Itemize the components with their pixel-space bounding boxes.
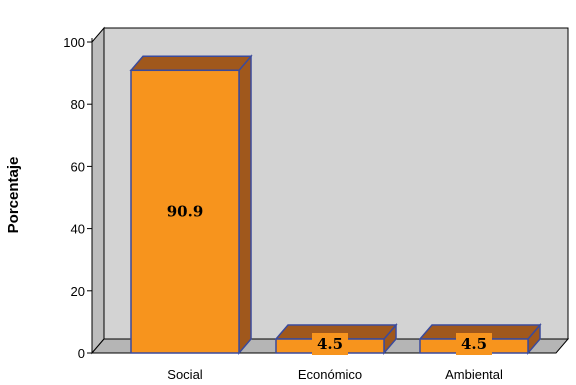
data-label-box [456,333,492,355]
y-tick-label: 0 [78,346,85,361]
bar-top-face [129,55,253,72]
bar-front-face [130,69,240,354]
x-category-label: Ambiental [445,367,503,382]
y-tick-label: 100 [63,35,85,50]
y-axis-label: Porcentaje [5,157,22,234]
bar-econmico: 4.5 [274,322,398,356]
bar-ambiental: 4.5 [418,322,542,356]
y-tick-label: 80 [71,97,85,112]
x-category-label: Social [167,367,203,382]
x-category-label: Económico [298,367,362,382]
y-tick-label: 40 [71,222,85,237]
plot-side-wall [91,26,105,355]
y-axis: 0 20 40 60 80 100 [63,35,93,361]
data-label: 4.5 [317,335,343,353]
y-tick-label: 60 [71,159,85,174]
data-label: 4.5 [461,335,487,353]
x-axis: Social Económico Ambiental [167,367,503,382]
data-label-box [312,333,348,355]
data-label: 90.9 [167,203,204,221]
bars: 90.9 4.5 4.5 [129,54,542,356]
bar-social: 90.9 [129,54,253,356]
y-tick-label: 20 [71,284,85,299]
bar-side-face [238,54,252,356]
